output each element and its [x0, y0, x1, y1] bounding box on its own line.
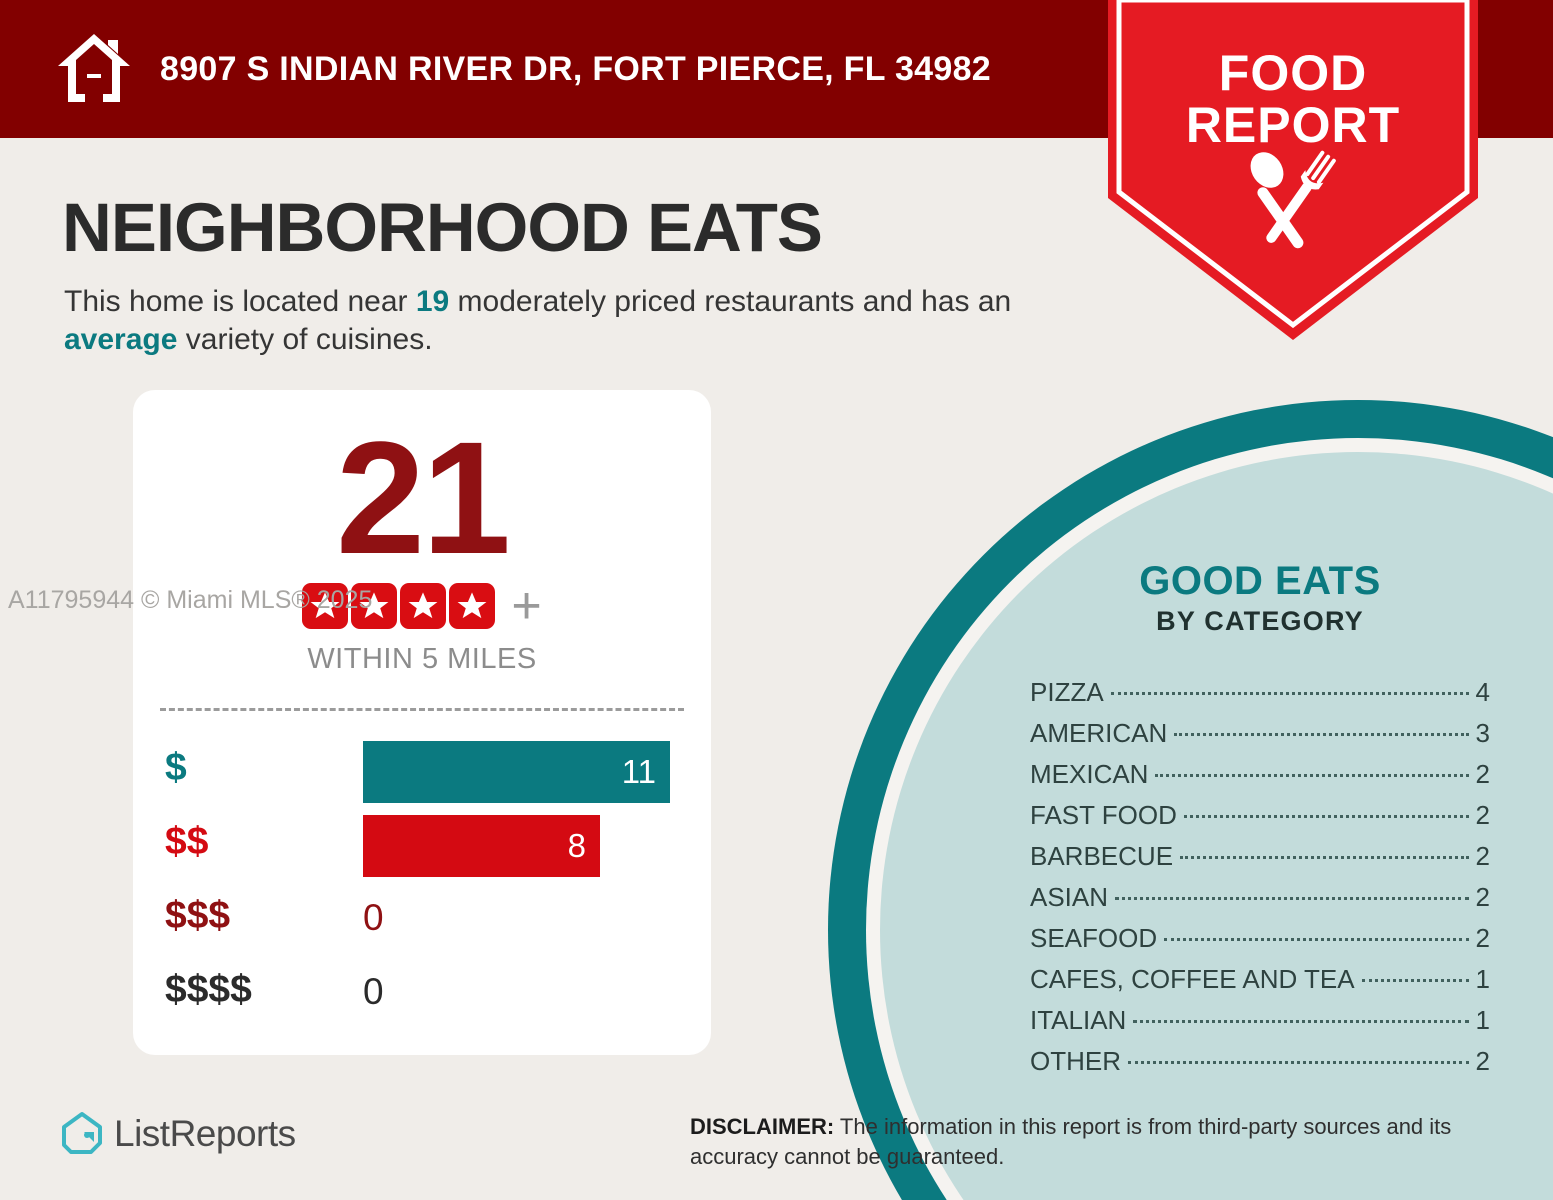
category-name: PIZZA [1030, 677, 1104, 707]
category-row: ITALIAN 1 [1030, 1005, 1490, 1046]
spoon-fork-icon [1250, 150, 1336, 249]
category-count: 2 [1475, 800, 1490, 830]
dot-leader [1110, 692, 1469, 695]
price-tier-label: $$$$ [165, 968, 252, 1011]
star-icon [351, 583, 398, 629]
category-name: AMERICAN [1030, 718, 1168, 748]
restaurant-count: 19 [415, 285, 450, 318]
star-icon [400, 583, 447, 629]
category-name: ITALIAN [1030, 1005, 1127, 1035]
plus-icon: + [511, 577, 542, 635]
variety-level: average [64, 323, 178, 356]
category-count: 3 [1475, 718, 1490, 748]
bar-container: 8 [363, 815, 600, 877]
category-name: SEAFOOD [1030, 923, 1158, 953]
category-count: 2 [1475, 1046, 1490, 1076]
category-row: ASIAN 2 [1030, 882, 1490, 923]
category-count: 4 [1475, 677, 1490, 707]
dot-leader [1115, 897, 1469, 900]
dot-leader [1155, 774, 1469, 777]
house-icon [58, 34, 130, 102]
category-row: PIZZA 4 [1030, 677, 1490, 718]
category-row: OTHER 2 [1030, 1046, 1490, 1087]
price-tier-bar: 11 [363, 741, 670, 803]
category-name: ASIAN [1030, 882, 1109, 912]
star-icon [449, 583, 496, 629]
price-tier-label: $$ [165, 820, 209, 863]
price-tier-row: $11 [133, 735, 711, 809]
dot-leader [1180, 856, 1469, 859]
page-subtitle: This home is located near 19 moderately … [64, 283, 1074, 359]
price-tier-row: $$$ 0 [133, 883, 711, 957]
category-name: CAFES, COFFEE AND TEA [1030, 964, 1355, 994]
category-name: FAST FOOD [1030, 800, 1177, 830]
category-name: OTHER [1030, 1046, 1121, 1076]
category-count: 2 [1475, 882, 1490, 912]
page-title: NEIGHBORHOOD EATS [62, 189, 823, 266]
star-rating: + [133, 577, 711, 635]
category-row: SEAFOOD 2 [1030, 923, 1490, 964]
star-icon [302, 583, 349, 629]
price-tier-label: $ [165, 746, 187, 789]
category-row: AMERICAN 3 [1030, 718, 1490, 759]
price-tier-row: $$$$ 0 [133, 957, 711, 1031]
property-address: 8907 S INDIAN RIVER DR, FORT PIERCE, FL … [160, 50, 991, 88]
listreports-wordmark: ListReports [114, 1113, 296, 1154]
dot-leader [1128, 1061, 1469, 1064]
price-tier-bar: 8 [363, 815, 600, 877]
subtitle-text-3: variety of cuisines. [177, 323, 433, 356]
dot-leader [1133, 1020, 1469, 1023]
card-divider [160, 708, 684, 711]
within-radius-label: WITHIN 5 MILES [307, 643, 537, 675]
category-count: 1 [1475, 964, 1490, 994]
disclaimer-text: The information in this report is from t… [690, 1114, 1452, 1169]
food-report-badge: FOOD REPORT [1108, 0, 1478, 340]
category-name: MEXICAN [1030, 759, 1149, 789]
badge-title-line2: REPORT [1185, 97, 1401, 153]
dot-leader [1183, 815, 1469, 818]
good-eats-list: PIZZA 4 AMERICAN 3 MEXICAN 2 FAST FOOD 2 BARBECU… [1030, 677, 1490, 1087]
category-count: 2 [1475, 923, 1490, 953]
listreports-house-icon [62, 1112, 102, 1154]
dot-leader [1164, 938, 1469, 941]
good-eats-panel: GOOD EATS BY CATEGORY PIZZA 4 AMERICAN 3 MEX… [1030, 560, 1490, 1087]
good-eats-title: GOOD EATS [1139, 559, 1381, 603]
restaurant-stats-card: 21 + WITHIN 5 MILES $11 $$ 8 $$$ 0 $$$$ 0 [133, 390, 711, 1055]
dot-leader [1361, 979, 1469, 982]
total-restaurants: 21 [336, 408, 511, 587]
price-tier-value: 0 [363, 971, 384, 1012]
category-count: 1 [1475, 1005, 1490, 1035]
subtitle-text-1: This home is located near [64, 285, 416, 318]
category-count: 2 [1475, 759, 1490, 789]
badge-title-line1: FOOD [1218, 45, 1368, 101]
disclaimer-label: DISCLAIMER: [690, 1114, 835, 1139]
price-tier-value: 0 [363, 897, 384, 938]
category-row: BARBECUE 2 [1030, 841, 1490, 882]
category-name: BARBECUE [1030, 841, 1174, 871]
badge-shape [1108, 0, 1478, 340]
good-eats-subtitle: BY CATEGORY [1156, 606, 1364, 636]
price-tier-label: $$$ [165, 894, 231, 937]
disclaimer: DISCLAIMER: The information in this repo… [690, 1112, 1500, 1172]
category-count: 2 [1475, 841, 1490, 871]
subtitle-text-2: moderately priced restaurants and has an [449, 285, 1012, 318]
mls-watermark: A11795944 © Miami MLS® 2025 [8, 586, 373, 614]
dot-leader [1174, 733, 1469, 736]
category-row: CAFES, COFFEE AND TEA 1 [1030, 964, 1490, 1005]
price-tier-chart: $11 $$ 8 $$$ 0 $$$$ 0 [133, 735, 711, 1031]
category-row: FAST FOOD 2 [1030, 800, 1490, 841]
price-tier-row: $$ 8 [133, 809, 711, 883]
bar-container: 11 [363, 741, 670, 803]
category-row: MEXICAN 2 [1030, 759, 1490, 800]
